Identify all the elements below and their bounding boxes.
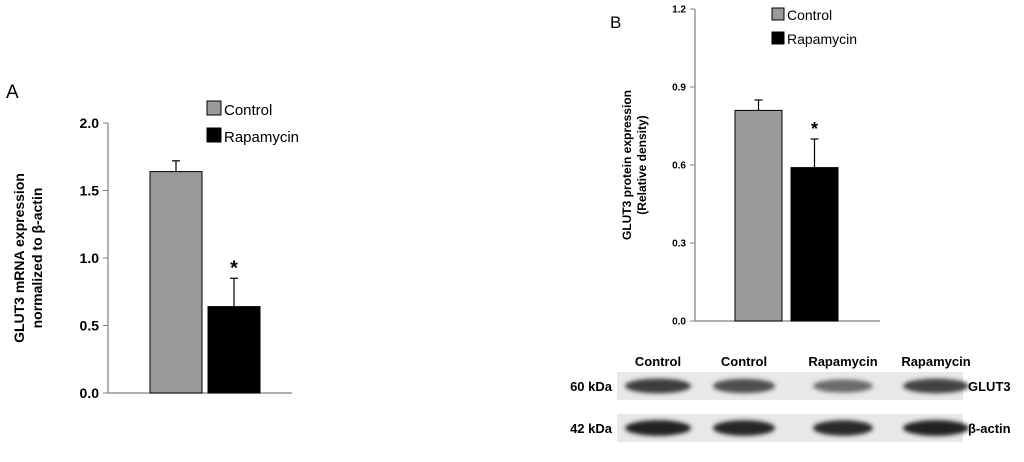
blot-lane-label: Rapamycin [901, 354, 970, 369]
y-tick-label: 1.2 [672, 5, 686, 16]
legend-swatch-control [771, 7, 785, 21]
legend-label-control: Control [787, 7, 832, 23]
y-tick-label: 0.0 [672, 317, 686, 328]
legend-swatch-rapamycin [206, 127, 222, 143]
blot-band [903, 378, 969, 394]
y-tick-label: 2.0 [80, 115, 100, 131]
panel-a-letter: A [6, 82, 19, 103]
blot-size-label: 42 kDa [570, 421, 613, 436]
panel-b-letter: B [610, 13, 621, 32]
y-tick-label: 1.0 [80, 250, 100, 266]
blot-protein-label: GLUT3 [968, 379, 1011, 394]
bar-rapamycin [207, 306, 261, 394]
significance-marker: * [230, 257, 238, 279]
panel-b-ylabel-line2: (Relative density) [635, 115, 649, 214]
legend-label-rapamycin: Rapamycin [787, 31, 857, 47]
chart-b: 0.0 0.3 0.6 0.9 1.2 * Control Rapamycin [672, 5, 880, 328]
panel-a-ylabel-line1: GLUT3 mRNA expression [11, 173, 27, 343]
y-tick-label: 0.5 [80, 317, 100, 333]
blot-band [625, 420, 691, 436]
blot-lane-label: Control [635, 354, 681, 369]
blot-size-label: 60 kDa [570, 379, 613, 394]
blot-band [903, 420, 969, 436]
blot-band [713, 420, 775, 436]
legend-swatch-rapamycin [771, 31, 785, 45]
y-tick-label: 1.5 [80, 182, 100, 198]
panel-a: A GLUT3 mRNA expression normalized to β-… [6, 82, 299, 401]
legend-swatch-control [206, 100, 222, 116]
panel-b-ylabel-line1: GLUT3 protein expression [620, 90, 634, 240]
blot-lane-label: Rapamycin [808, 354, 877, 369]
legend-label-control: Control [224, 102, 272, 119]
panel-a-ylabel-line2: normalized to β-actin [29, 188, 45, 329]
blot-protein-label: β-actin [968, 421, 1011, 436]
blot-band [813, 379, 873, 393]
western-blot: Control Control Rapamycin Rapamycin 60 kDa GL… [570, 354, 1011, 442]
blot-band [625, 378, 691, 394]
blot-lane-label: Control [721, 354, 767, 369]
significance-marker: * [811, 119, 818, 139]
bar-rapamycin [790, 167, 839, 322]
y-tick-label: 0.9 [672, 83, 686, 94]
y-tick-label: 0.6 [672, 161, 686, 172]
chart-a: 0.0 0.5 1.0 1.5 2.0 * Control Rapamycin [80, 100, 299, 401]
bar-control [734, 109, 783, 322]
panel-b: B GLUT3 protein expression (Relative den… [570, 5, 1011, 442]
bar-control [149, 171, 203, 394]
blot-band [713, 378, 775, 394]
y-tick-label: 0.0 [80, 385, 100, 401]
y-tick-label: 0.3 [672, 239, 686, 250]
blot-band [813, 420, 873, 436]
legend-label-rapamycin: Rapamycin [224, 129, 299, 146]
